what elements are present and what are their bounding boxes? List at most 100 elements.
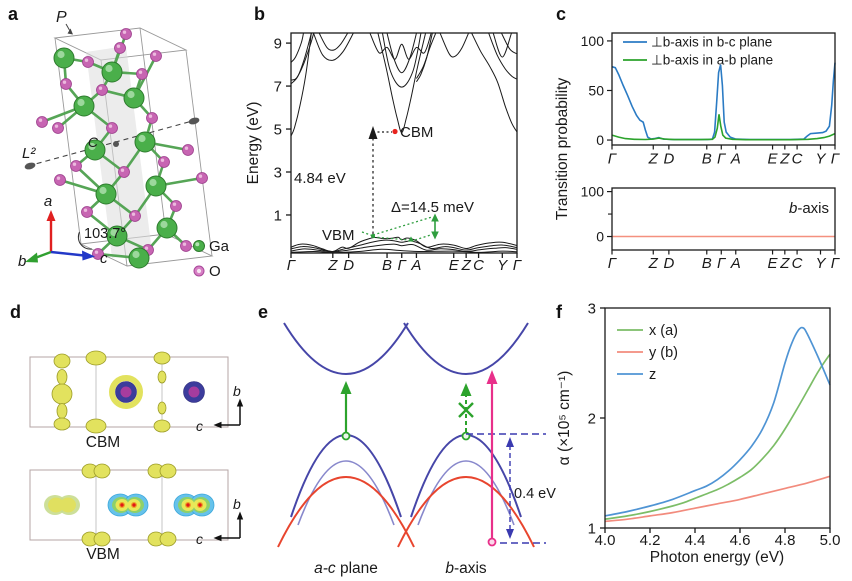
panel-f-label: f <box>556 302 562 322</box>
o-atom-highlight <box>120 168 125 172</box>
b-axis-label: b <box>18 253 26 270</box>
c-kpoint-label: A <box>730 151 741 168</box>
o-atom <box>146 112 158 124</box>
o-atom-highlight <box>198 174 203 178</box>
vbm-c-axis: c <box>196 531 203 547</box>
b-kpoint-label: A <box>410 257 421 274</box>
c-kpoint-label: Γ <box>608 151 618 168</box>
arrow-up-icon <box>506 437 514 447</box>
ac-plane-label-rest: plane <box>336 560 378 577</box>
o-atom-highlight <box>172 202 177 206</box>
transition-curve <box>611 62 836 141</box>
c-kpoint-label: Γ <box>717 151 727 168</box>
cbm-box-label: CBM <box>86 434 120 451</box>
absorption-curve <box>604 326 831 517</box>
b-kpoint-label: B <box>382 257 392 274</box>
band-curve <box>290 243 518 253</box>
cbm-point <box>392 128 398 135</box>
b-kpoint-label: Z <box>461 257 472 274</box>
c-kpoint-label: B <box>702 255 712 272</box>
f-xtick-label: 4.8 <box>775 532 796 549</box>
c-kpoint-label: C <box>792 255 803 272</box>
ga-legend-label: Ga <box>209 238 230 255</box>
c-kpoint-label: A <box>730 255 741 272</box>
absorption-curves <box>604 326 831 523</box>
cbm-yellow-ring <box>109 375 143 409</box>
ga-atom-highlight <box>160 220 168 229</box>
o-atom-highlight <box>116 44 121 48</box>
ga-atom-highlight <box>110 228 118 237</box>
vbm-box-label: VBM <box>86 546 120 563</box>
b-ytick-label: 9 <box>274 36 282 53</box>
vbm-annotation: VBM <box>322 213 439 244</box>
b-axis-arrow-icon <box>25 252 38 263</box>
band-curve <box>471 33 518 133</box>
band-curve <box>290 239 518 253</box>
valence-band-red <box>397 476 535 548</box>
vbm-state-circle <box>341 431 351 441</box>
center-symbol: C <box>88 134 99 150</box>
ga-atom <box>145 175 167 197</box>
conduction-band-curve <box>283 322 409 375</box>
band-curve <box>488 33 518 80</box>
o-atom-highlight <box>138 70 143 74</box>
c-kpoint-label: C <box>792 151 803 168</box>
absorption-curve <box>604 475 831 523</box>
atom-cluster <box>36 28 208 269</box>
o-atom-highlight <box>182 242 187 246</box>
o-atom <box>70 160 82 172</box>
c-legend: ⊥b-axis in b-c plane ⊥b-axis in a-b plan… <box>623 35 773 68</box>
vbm-density-box: VBM b c <box>29 463 244 563</box>
band-curve <box>290 33 312 85</box>
b-axis-label-italic: b <box>445 560 454 577</box>
o-atom-highlight <box>131 212 136 216</box>
ga-atom <box>53 47 75 69</box>
b-ytick-label: 3 <box>274 165 282 182</box>
b-axis-diagram: 0.4 eV b-axis <box>397 322 556 577</box>
ga-atom-highlight <box>105 64 113 73</box>
mirror-plane-shading <box>86 46 152 258</box>
ga-atom-highlight <box>149 178 157 187</box>
b-ylabel: Energy (eV) <box>245 102 262 185</box>
ac-plane-label-italic: a-c <box>314 560 336 577</box>
b-arrow-icon <box>236 398 244 407</box>
vbm-peanut-rainbow <box>173 493 215 517</box>
cbm-yellow-isosurface <box>51 350 171 434</box>
ga-atom <box>128 247 150 269</box>
o-atom <box>52 122 64 134</box>
c-ytick-label: 100 <box>581 184 605 200</box>
cbm-c-axis: c <box>196 418 203 434</box>
ga-atom-highlight <box>132 250 140 259</box>
vbm-peanut-pale <box>44 495 80 515</box>
b-kpoint-label: Γ <box>513 257 523 274</box>
o-atom <box>158 156 170 168</box>
ga-atom <box>123 87 145 109</box>
b-kpoint-label: D <box>343 257 354 274</box>
b-kpoint-label: E <box>449 257 460 274</box>
transition-curve <box>611 114 836 141</box>
panel-f-absorption: α (×10⁵ cm⁻¹) Photon energy (eV) 4.0 4.2 4… <box>556 301 840 567</box>
f-ytick-label: 2 <box>588 411 596 428</box>
panel-d-label: d <box>10 302 21 322</box>
b-arrow-icon <box>236 511 244 520</box>
c-kpoint-label: Γ <box>608 255 618 272</box>
band-curve <box>415 33 433 83</box>
conduction-band-curve <box>403 322 529 375</box>
b-axis-series-label-italic: b <box>789 200 797 217</box>
arrow-down-icon <box>506 529 514 539</box>
ga-atom-highlight <box>88 142 96 151</box>
o-atom-highlight <box>152 52 157 56</box>
sp-state-circle <box>487 537 497 547</box>
ac-plane-diagram: a-c plane <box>277 322 415 577</box>
o-atom <box>114 42 126 54</box>
o-legend-label: O <box>209 263 221 280</box>
ga-atom-highlight <box>99 186 107 195</box>
f-ylabel: α (×10⁵ cm⁻¹) <box>556 371 573 466</box>
c-kpoint-label: Z <box>648 255 659 272</box>
c-ytick-label: 0 <box>596 132 604 148</box>
a-axis-arrow-icon <box>46 210 56 221</box>
b-axis-diagram-label: b-axis <box>445 560 487 577</box>
c-kpoint-label: E <box>768 255 779 272</box>
